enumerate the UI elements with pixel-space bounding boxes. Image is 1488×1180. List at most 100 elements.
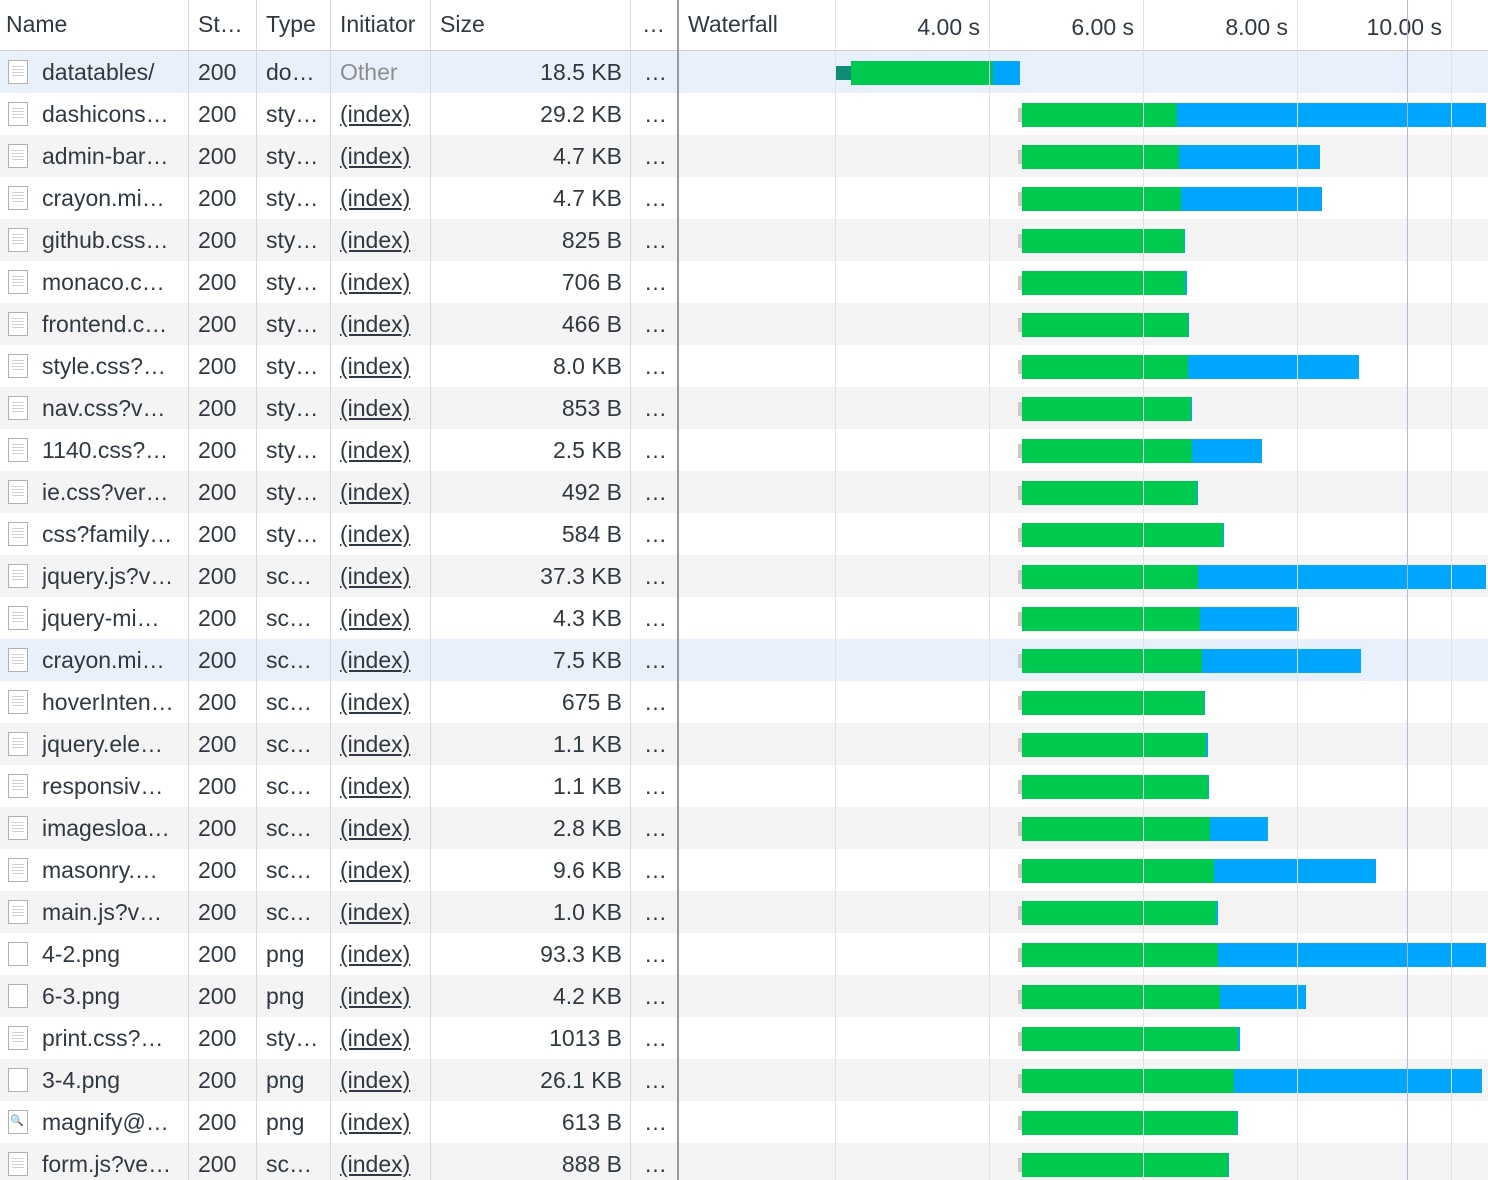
request-initiator[interactable]: (index) — [340, 303, 430, 345]
initiator-link[interactable]: (index) — [340, 143, 411, 169]
request-row[interactable]: jquery.js?v… 200 sc… (index) 37.3 KB… — [0, 555, 1488, 597]
request-row[interactable]: jquery.ele… 200 sc… (index) 1.1 KB… — [0, 723, 1488, 765]
waterfall-bar[interactable] — [1018, 607, 1299, 631]
request-row[interactable]: crayon.mi… 200 sty… (index) 4.7 KB… — [0, 177, 1488, 219]
initiator-link[interactable]: (index) — [340, 899, 411, 925]
initiator-link[interactable]: (index) — [340, 605, 411, 631]
request-row[interactable]: ie.css?ver… 200 sty… (index) 492 B… — [0, 471, 1488, 513]
initiator-link[interactable]: (index) — [340, 479, 411, 505]
request-row[interactable]: 1140.css?… 200 sty… (index) 2.5 KB… — [0, 429, 1488, 471]
request-row[interactable]: style.css?… 200 sty… (index) 8.0 KB… — [0, 345, 1488, 387]
waterfall-bar[interactable] — [1018, 271, 1187, 295]
initiator-link[interactable]: (index) — [340, 731, 411, 757]
initiator-link[interactable]: (index) — [340, 773, 411, 799]
request-row[interactable]: print.css?… 200 sty… (index) 1013 B… — [0, 1017, 1488, 1059]
initiator-link[interactable]: (index) — [340, 1109, 411, 1135]
request-initiator[interactable]: (index) — [340, 261, 430, 303]
column-divider[interactable] — [430, 0, 431, 1180]
initiator-link[interactable]: (index) — [340, 1025, 411, 1051]
initiator-link[interactable]: (index) — [340, 437, 411, 463]
initiator-link[interactable]: (index) — [340, 983, 411, 1009]
request-row[interactable]: hoverInten… 200 sc… (index) 675 B… — [0, 681, 1488, 723]
column-header-initiator[interactable]: Initiator — [340, 11, 416, 37]
request-initiator[interactable]: (index) — [340, 429, 430, 471]
column-header-more[interactable]: … — [642, 11, 665, 37]
request-initiator[interactable]: (index) — [340, 597, 430, 639]
request-initiator[interactable]: (index) — [340, 219, 430, 261]
waterfall-bar[interactable] — [1018, 1111, 1239, 1135]
initiator-link[interactable]: (index) — [340, 521, 411, 547]
waterfall-bar[interactable] — [1018, 943, 1486, 967]
request-row[interactable]: form.js?ve… 200 sc… (index) 888 B… — [0, 1143, 1488, 1180]
request-row[interactable]: crayon.mi… 200 sc… (index) 7.5 KB… — [0, 639, 1488, 681]
request-row[interactable]: github.css… 200 sty… (index) 825 B… — [0, 219, 1488, 261]
column-header-name[interactable]: Name — [6, 11, 68, 37]
request-row[interactable]: 3-4.png 200 png (index) 26.1 KB… — [0, 1059, 1488, 1101]
request-initiator[interactable]: (index) — [340, 681, 430, 723]
request-initiator[interactable]: (index) — [340, 765, 430, 807]
initiator-link[interactable]: (index) — [340, 1067, 411, 1093]
request-row[interactable]: nav.css?v… 200 sty… (index) 853 B… — [0, 387, 1488, 429]
request-row[interactable]: frontend.c… 200 sty… (index) 466 B… — [0, 303, 1488, 345]
request-initiator[interactable]: (index) — [340, 975, 430, 1017]
waterfall-bar[interactable] — [1018, 481, 1199, 505]
initiator-link[interactable]: (index) — [340, 647, 411, 673]
request-initiator[interactable]: (index) — [340, 345, 430, 387]
request-row[interactable]: masonry.… 200 sc… (index) 9.6 KB… — [0, 849, 1488, 891]
waterfall-bar[interactable] — [1018, 439, 1262, 463]
request-initiator[interactable]: (index) — [340, 933, 430, 975]
initiator-link[interactable]: (index) — [340, 101, 411, 127]
waterfall-bar[interactable] — [1018, 229, 1186, 253]
request-row[interactable]: imagesloa… 200 sc… (index) 2.8 KB… — [0, 807, 1488, 849]
waterfall-bar[interactable] — [1018, 397, 1193, 421]
initiator-link[interactable]: (index) — [340, 185, 411, 211]
request-row[interactable]: 6-3.png 200 png (index) 4.2 KB… — [0, 975, 1488, 1017]
request-row[interactable]: admin-bar… 200 sty… (index) 4.7 KB… — [0, 135, 1488, 177]
waterfall-bar[interactable] — [1018, 817, 1268, 841]
column-header-waterfall[interactable]: Waterfall — [688, 11, 778, 37]
initiator-link[interactable]: (index) — [340, 311, 411, 337]
waterfall-bar[interactable] — [1018, 145, 1321, 169]
waterfall-bar[interactable] — [1018, 1069, 1482, 1093]
initiator-link[interactable]: (index) — [340, 353, 411, 379]
column-divider[interactable] — [188, 0, 189, 1180]
waterfall-bar[interactable] — [1018, 649, 1361, 673]
column-header-type[interactable]: Type — [266, 11, 316, 37]
request-row[interactable]: responsiv… 200 sc… (index) 1.1 KB… — [0, 765, 1488, 807]
initiator-link[interactable]: (index) — [340, 227, 411, 253]
request-initiator[interactable]: (index) — [340, 1059, 430, 1101]
column-header-status[interactable]: St… — [198, 11, 243, 37]
waterfall-bar[interactable] — [1018, 901, 1218, 925]
waterfall-bar[interactable] — [1018, 733, 1208, 757]
waterfall-bar[interactable] — [1018, 313, 1190, 337]
waterfall-bar[interactable] — [1018, 103, 1486, 127]
request-initiator[interactable]: (index) — [340, 723, 430, 765]
request-row[interactable]: monaco.c… 200 sty… (index) 706 B… — [0, 261, 1488, 303]
request-initiator[interactable]: (index) — [340, 555, 430, 597]
column-header-size[interactable]: Size — [440, 11, 485, 37]
request-initiator[interactable]: (index) — [340, 849, 430, 891]
waterfall-bar[interactable] — [1018, 565, 1486, 589]
request-row[interactable]: css?family… 200 sty… (index) 584 B… — [0, 513, 1488, 555]
waterfall-bar[interactable] — [1018, 985, 1307, 1009]
request-row[interactable]: datatables/200 do… Other 18.5 KB… — [0, 51, 1488, 93]
request-initiator[interactable]: (index) — [340, 1101, 430, 1143]
initiator-link[interactable]: (index) — [340, 563, 411, 589]
initiator-link[interactable]: (index) — [340, 815, 411, 841]
waterfall-bar[interactable] — [1018, 691, 1206, 715]
request-initiator[interactable]: (index) — [340, 177, 430, 219]
request-initiator[interactable]: (index) — [340, 1017, 430, 1059]
waterfall-bar[interactable] — [1018, 355, 1359, 379]
request-row[interactable]: dashicons… 200 sty… (index) 29.2 KB… — [0, 93, 1488, 135]
column-divider[interactable] — [256, 0, 257, 1180]
request-row[interactable]: 4-2.png 200 png (index) 93.3 KB… — [0, 933, 1488, 975]
initiator-link[interactable]: (index) — [340, 269, 411, 295]
initiator-link[interactable]: (index) — [340, 689, 411, 715]
waterfall-bar[interactable] — [1018, 859, 1377, 883]
column-divider[interactable] — [330, 0, 331, 1180]
request-initiator[interactable]: (index) — [340, 471, 430, 513]
waterfall-bar[interactable] — [1018, 1153, 1230, 1177]
request-initiator[interactable]: (index) — [340, 135, 430, 177]
initiator-link[interactable]: (index) — [340, 395, 411, 421]
